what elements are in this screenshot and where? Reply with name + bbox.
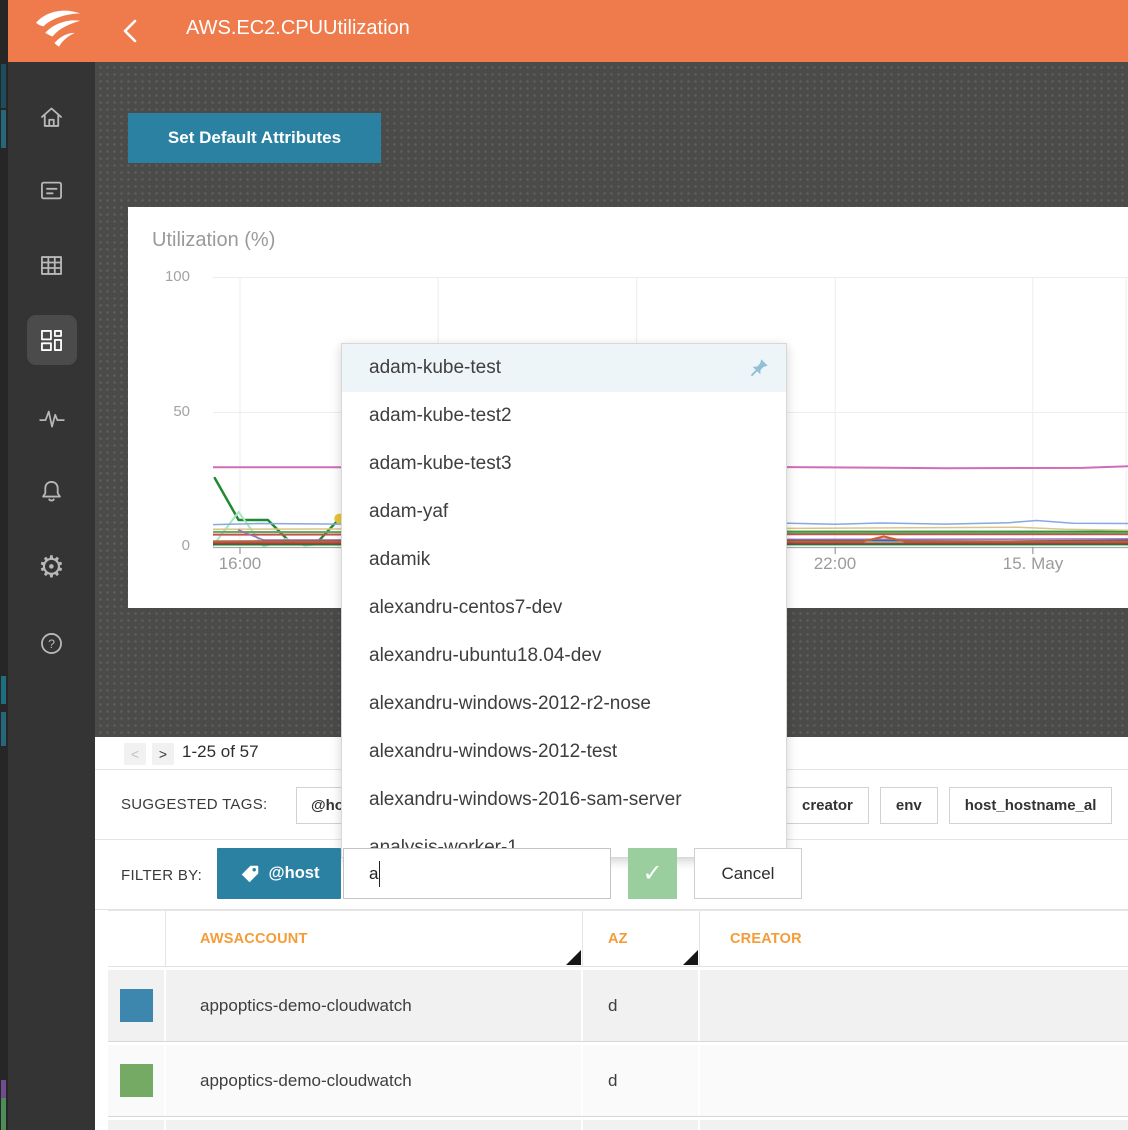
x-axis-tick-1600: 16:00 [218,554,262,573]
cell-awsaccount [166,1120,583,1130]
next-page-button[interactable]: > [152,743,174,765]
suggested-tag-list: creator env host_hostname_al [786,787,1113,824]
series-color-swatch [119,1064,153,1097]
cell-az [583,1120,700,1130]
cancel-filter-button[interactable]: Cancel [694,848,802,899]
cell-creator [700,1120,1128,1130]
suggested-tag-partial[interactable]: @ho [296,787,343,824]
home-icon[interactable] [8,92,95,142]
background-edge-strip [0,0,8,1130]
notifications-bell-icon[interactable] [8,466,95,516]
active-nav-highlight [27,315,77,365]
dropdown-host-option[interactable]: alexandru-centos7-dev [369,597,563,618]
reports-icon[interactable] [8,165,95,215]
column-header-creator[interactable]: CREATOR [730,930,802,947]
edge-accent [1,676,6,704]
suggested-tag[interactable]: env [879,787,938,824]
solarwinds-logo-icon [36,10,81,47]
column-header-awsaccount[interactable]: AWSACCOUNT [166,911,583,966]
series-color-swatch [119,989,153,1022]
dropdown-host-option[interactable]: alexandru-windows-2012-test [369,741,618,762]
table-row[interactable]: appoptics-demo-cloudwatch d [108,970,1128,1042]
y-axis-tick-50: 50 [173,403,190,420]
swatch-column-header [108,911,166,966]
host-autocomplete-dropdown: adam-kube-test adam-kube-test2 adam-kube… [341,343,787,858]
attributes-table-header: AWSACCOUNT AZ CREATOR [108,910,1128,967]
pagination-range-label: 1-25 of 57 [182,742,259,761]
filter-value-input[interactable]: a [343,848,611,899]
cell-awsaccount: appoptics-demo-cloudwatch [166,970,583,1041]
cell-awsaccount: appoptics-demo-cloudwatch [166,1045,583,1116]
set-default-attributes-button[interactable]: Set Default Attributes [128,113,381,163]
attributes-table-body: appoptics-demo-cloudwatch d appoptics-de… [108,970,1128,1130]
edge-accent [1,1080,6,1098]
tag-icon [241,865,258,882]
cell-creator [700,970,1128,1041]
dropdown-host-option[interactable]: adamik [369,549,431,570]
help-icon[interactable]: ? [8,618,95,668]
edge-accent [1,64,6,108]
suggested-tag[interactable]: host_hostname_al [948,787,1113,824]
edge-accent [1,1098,6,1130]
filter-input-value: a [369,863,379,883]
metrics-table-icon[interactable] [8,240,95,290]
suggested-tag[interactable]: creator [786,787,869,824]
dashboards-icon[interactable] [8,315,95,365]
svg-text:?: ? [48,637,55,651]
dropdown-host-option[interactable]: adam-kube-test [342,344,786,392]
table-row[interactable] [108,1120,1128,1130]
edge-accent [1,712,6,746]
cell-creator [700,1045,1128,1116]
sidebar-nav: ⚙ ? [8,62,95,1130]
text-caret [379,860,381,887]
pin-icon[interactable] [748,357,770,379]
chart-title: Utilization (%) [152,229,276,251]
y-axis-tick-100: 100 [164,268,190,285]
cell-az: d [583,970,700,1041]
dropdown-host-option[interactable]: adam-kube-test2 [369,405,512,426]
column-header-az[interactable]: AZ [583,911,700,966]
check-icon: ✓ [642,860,663,887]
page-title: AWS.EC2.CPUUtilization [186,17,410,39]
top-header: AWS.EC2.CPUUtilization [8,0,1128,62]
activity-pulse-icon[interactable] [8,393,95,443]
column-resize-handle[interactable] [683,950,698,965]
prev-page-button[interactable]: < [124,743,146,765]
dropdown-host-option[interactable]: adam-yaf [369,501,449,522]
edge-accent [1,110,6,148]
filter-tag-host-button[interactable]: @host [217,848,341,899]
dropdown-host-option[interactable]: alexandru-windows-2016-sam-server [369,789,682,810]
back-button[interactable] [116,17,146,45]
x-axis-tick-15may: 15. May [1002,554,1064,573]
filter-by-label: FILTER BY: [121,867,203,884]
filter-by-row: FILTER BY: @host a ✓ Cancel [95,840,1128,910]
y-axis-tick-0: 0 [181,537,190,554]
table-row[interactable]: appoptics-demo-cloudwatch d [108,1045,1128,1117]
dropdown-host-option[interactable]: adam-kube-test3 [369,453,512,474]
filter-tag-label: @host [268,864,320,882]
column-resize-handle[interactable] [566,950,581,965]
dropdown-host-option[interactable]: alexandru-ubuntu18.04-dev [369,645,602,666]
apply-filter-button[interactable]: ✓ [628,848,677,899]
cell-az: d [583,1045,700,1116]
x-axis-tick-2200: 22:00 [813,554,857,573]
settings-gear-icon[interactable]: ⚙ [38,550,65,585]
dropdown-host-option[interactable]: alexandru-windows-2012-r2-nose [369,693,651,714]
suggested-tags-label: SUGGESTED TAGS: [121,796,268,813]
